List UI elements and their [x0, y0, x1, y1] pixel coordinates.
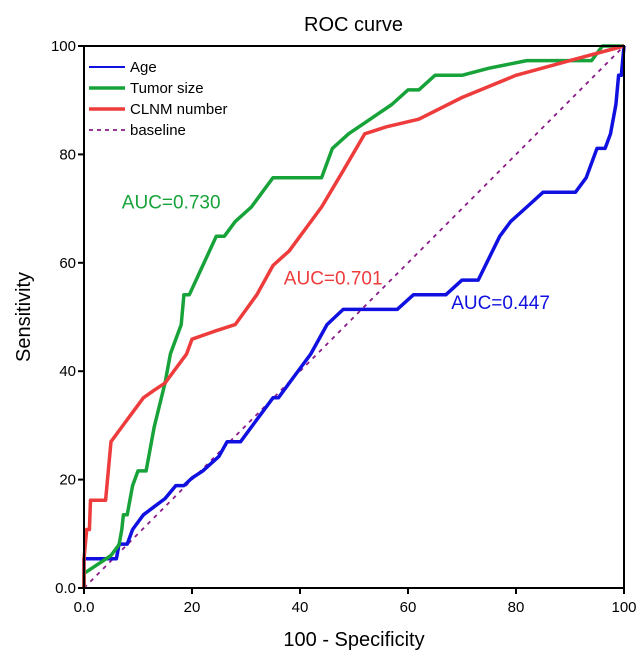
legend-label-tumor-size: Tumor size [130, 80, 204, 97]
y-axis-label: Sensitivity [13, 272, 35, 362]
x-tick-label: 80 [508, 599, 525, 616]
y-tick-label: 40 [59, 363, 76, 380]
x-tick-label: 40 [292, 599, 309, 616]
y-tick-label: 80 [59, 146, 76, 163]
auc-label-clnm-number: AUC=0.701 [284, 268, 383, 289]
y-tick-label: 100 [51, 38, 76, 55]
chart-title: ROC curve [304, 14, 403, 36]
legend-label-clnm-number: CLNM number [130, 101, 228, 118]
x-axis-label: 100 - Specificity [283, 629, 424, 651]
series-layer [82, 44, 626, 589]
auc-labels: AUC=0.447 AUC=0.730 AUC=0.701 [122, 193, 550, 314]
legend: Age Tumor size CLNM number baseline [89, 59, 228, 139]
series-line-age [82, 45, 626, 588]
x-tick-label: 60 [400, 599, 417, 616]
y-tick-label: 0.0 [55, 580, 76, 597]
legend-label-baseline: baseline [130, 122, 186, 139]
auc-label-tumor-size: AUC=0.730 [122, 193, 221, 214]
ticks-layer: 0.0 20 40 60 80 100 0.0 20 40 60 80 100 [51, 38, 637, 616]
auc-label-age: AUC=0.447 [451, 293, 550, 314]
series-line-baseline [83, 45, 625, 589]
y-tick-label: 60 [59, 255, 76, 272]
y-tick-label: 20 [59, 472, 76, 489]
x-tick-label: 100 [611, 599, 636, 616]
plot-frame [83, 45, 625, 589]
x-tick-label: 0.0 [74, 599, 95, 616]
series-line-clnm-number [82, 44, 625, 588]
series-line-tumor-size [82, 44, 624, 588]
legend-label-age: Age [130, 59, 157, 76]
x-tick-label: 20 [184, 599, 201, 616]
